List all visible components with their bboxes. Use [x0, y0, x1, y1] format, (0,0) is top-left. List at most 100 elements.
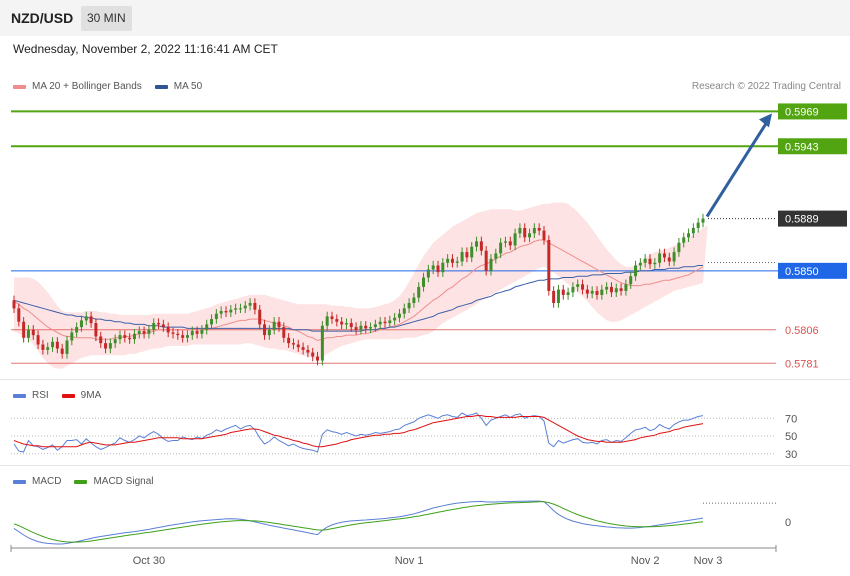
candle	[417, 282, 421, 303]
candle	[556, 284, 560, 308]
candle-body	[51, 341, 55, 348]
candle	[369, 322, 373, 334]
candle-body	[475, 241, 479, 247]
candle	[378, 317, 382, 330]
candle	[263, 319, 267, 340]
candle-body	[320, 325, 324, 361]
candle	[195, 326, 199, 339]
candle	[70, 327, 74, 346]
candle	[219, 306, 223, 319]
candle-body	[581, 284, 585, 290]
rsi-line	[13, 412, 704, 453]
candle-body	[528, 233, 532, 238]
candle-body	[200, 329, 204, 334]
candle	[349, 318, 353, 332]
candle	[518, 223, 522, 239]
candle	[185, 330, 189, 343]
candle	[383, 317, 387, 328]
candle	[446, 254, 450, 268]
rsi-ma-swatch	[61, 393, 75, 398]
candle	[701, 213, 705, 228]
candle-body	[118, 335, 122, 340]
candle-body	[36, 335, 40, 345]
candle	[547, 235, 551, 296]
candle-body	[658, 253, 662, 263]
candle-body	[470, 246, 474, 258]
candle-body	[229, 309, 233, 313]
candle-body	[128, 337, 132, 340]
candle	[455, 256, 459, 268]
candle	[662, 248, 666, 263]
candle-body	[393, 317, 397, 321]
candle-body	[335, 319, 339, 322]
candle-body	[402, 308, 406, 314]
candle-body	[99, 336, 103, 344]
candle	[132, 329, 136, 344]
candle	[171, 327, 175, 339]
candle	[272, 317, 276, 335]
candle-body	[422, 277, 426, 287]
candle-body	[205, 324, 209, 330]
candle-body	[17, 308, 21, 322]
level-0-5781-label: 0.5781	[785, 358, 819, 370]
candle-body	[258, 309, 262, 325]
candle-body	[537, 227, 541, 231]
candle-body	[349, 323, 353, 328]
candle-body	[104, 343, 108, 349]
candle-body	[648, 258, 652, 265]
ma20-swatch	[13, 84, 26, 89]
candle	[330, 311, 334, 324]
rsi-tick-label: 30	[785, 449, 797, 461]
rsi-tick-label: 70	[785, 413, 797, 425]
candle	[624, 279, 628, 296]
candle	[229, 304, 233, 318]
candle	[89, 311, 93, 328]
candle	[508, 236, 512, 251]
candle	[581, 279, 585, 295]
candle-body	[499, 242, 503, 254]
candle-body	[113, 339, 117, 344]
candle-body	[634, 265, 638, 277]
candle	[104, 338, 108, 354]
candle	[388, 315, 392, 328]
candle-body	[60, 348, 64, 354]
candle	[537, 223, 541, 236]
candle	[590, 286, 594, 299]
candle-body	[576, 284, 580, 287]
candle-body	[397, 313, 401, 318]
candle-body	[287, 337, 291, 344]
candle-body	[388, 320, 392, 324]
candle-body	[566, 292, 570, 295]
level-0-5850-label: 0.5850	[785, 266, 819, 278]
candle	[157, 318, 161, 330]
candle-body	[89, 316, 93, 324]
level-0-5943-tag	[778, 138, 847, 155]
candle	[364, 321, 368, 334]
candle	[629, 271, 633, 289]
rsi-ma-line	[13, 415, 704, 448]
candle	[142, 326, 146, 339]
candle-body	[561, 289, 565, 295]
candle	[397, 309, 401, 323]
candle	[36, 330, 40, 350]
candle	[301, 342, 305, 355]
candle	[561, 284, 565, 300]
candle-body	[181, 335, 185, 338]
x-tick-label: Nov 1	[395, 555, 424, 567]
candle-body	[460, 252, 464, 262]
candle-body	[306, 349, 310, 353]
candle	[210, 314, 214, 330]
legend-ma50-label: MA 50	[173, 81, 203, 92]
candle-body	[532, 227, 536, 234]
candle	[267, 325, 271, 340]
candle-body	[41, 344, 45, 350]
candle	[638, 258, 642, 271]
candle-body	[373, 324, 377, 328]
candle-body	[359, 325, 363, 330]
ma50-swatch	[154, 84, 168, 89]
candle-body	[653, 262, 657, 265]
timeframe-button[interactable]: 30 MIN	[81, 6, 132, 31]
candle-body	[441, 262, 445, 273]
candle-body	[316, 356, 320, 361]
